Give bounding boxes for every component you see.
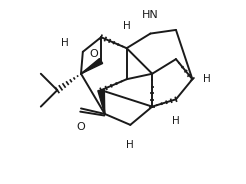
- Text: H: H: [172, 116, 180, 126]
- Text: HN: HN: [142, 10, 159, 20]
- Text: H: H: [203, 74, 211, 84]
- Text: O: O: [77, 122, 85, 132]
- Polygon shape: [81, 59, 103, 74]
- Text: H: H: [126, 140, 134, 150]
- Text: O: O: [89, 49, 98, 59]
- Text: H: H: [61, 38, 68, 48]
- Text: H: H: [123, 21, 131, 31]
- Polygon shape: [98, 90, 105, 114]
